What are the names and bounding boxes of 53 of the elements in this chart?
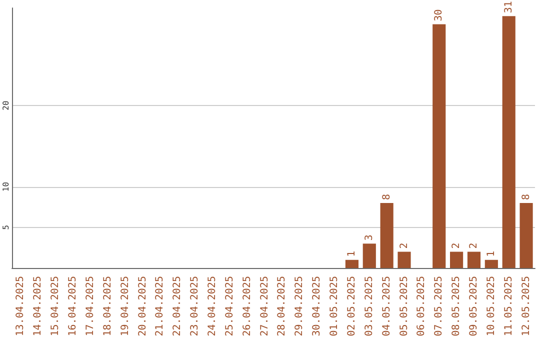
data-label: 1 bbox=[346, 250, 358, 257]
x-tick-label: 14.04.2025 bbox=[32, 276, 44, 336]
x-tick-label: 06.05.2025 bbox=[416, 276, 428, 336]
x-tick-label: 15.04.2025 bbox=[50, 276, 62, 336]
data-label: 2 bbox=[398, 242, 410, 249]
bar bbox=[362, 244, 376, 268]
x-tick-label: 08.05.2025 bbox=[451, 276, 462, 336]
x-tick-label: 03.05.2025 bbox=[364, 276, 375, 336]
data-label: 2 bbox=[451, 242, 462, 249]
x-tick-label: 12.05.2025 bbox=[520, 276, 532, 336]
x-tick-label: 25.04.2025 bbox=[224, 276, 236, 336]
x-tick-label: 27.04.2025 bbox=[259, 276, 270, 336]
data-label: 2 bbox=[468, 242, 480, 249]
bar bbox=[520, 203, 533, 268]
data-label: 1 bbox=[486, 250, 497, 257]
x-tick-label: 02.05.2025 bbox=[346, 276, 358, 336]
x-tick-label: 30.04.2025 bbox=[312, 276, 323, 336]
bar bbox=[432, 24, 446, 268]
data-label: 8 bbox=[381, 194, 392, 200]
x-tick-label: 20.04.2025 bbox=[137, 276, 148, 336]
x-tick-label: 04.05.2025 bbox=[381, 276, 392, 336]
bar bbox=[398, 252, 411, 268]
bar bbox=[345, 260, 358, 268]
x-tick-label: 17.04.2025 bbox=[84, 276, 96, 336]
bar bbox=[502, 16, 516, 268]
data-label: 3 bbox=[364, 234, 375, 241]
x-tick-label: 28.04.2025 bbox=[276, 276, 288, 336]
y-tick-label: 5 bbox=[2, 224, 10, 230]
x-tick-label: 05.05.2025 bbox=[398, 276, 410, 336]
bar bbox=[450, 252, 464, 268]
bar bbox=[467, 252, 481, 268]
data-label: 8 bbox=[520, 194, 532, 200]
x-tick-label: 07.05.2025 bbox=[434, 276, 445, 336]
x-tick-label: 21.04.2025 bbox=[154, 276, 166, 336]
data-label: 30 bbox=[434, 9, 445, 22]
x-tick-label: 24.04.2025 bbox=[206, 276, 218, 336]
x-tick-label: 01.05.2025 bbox=[329, 276, 340, 336]
y-tick-label: 10 bbox=[2, 182, 10, 192]
bar bbox=[484, 260, 498, 268]
x-tick-label: 13.04.2025 bbox=[15, 276, 26, 336]
y-tick-label: 20 bbox=[2, 100, 10, 110]
x-tick-label: 10.05.2025 bbox=[486, 276, 497, 336]
x-tick-label: 23.04.2025 bbox=[190, 276, 201, 336]
x-tick-label: 11.05.2025 bbox=[503, 276, 514, 336]
x-tick-label: 26.04.2025 bbox=[242, 276, 253, 336]
x-tick-label: 22.04.2025 bbox=[172, 276, 184, 336]
x-tick-label: 19.04.2025 bbox=[120, 276, 131, 336]
x-tick-label: 18.04.2025 bbox=[102, 276, 114, 336]
x-tick-label: 09.05.2025 bbox=[468, 276, 480, 336]
x-tick-label: 16.04.2025 bbox=[68, 276, 79, 336]
bar bbox=[380, 203, 394, 268]
data-label: 31 bbox=[503, 1, 514, 14]
x-tick-label: 29.04.2025 bbox=[294, 276, 306, 336]
